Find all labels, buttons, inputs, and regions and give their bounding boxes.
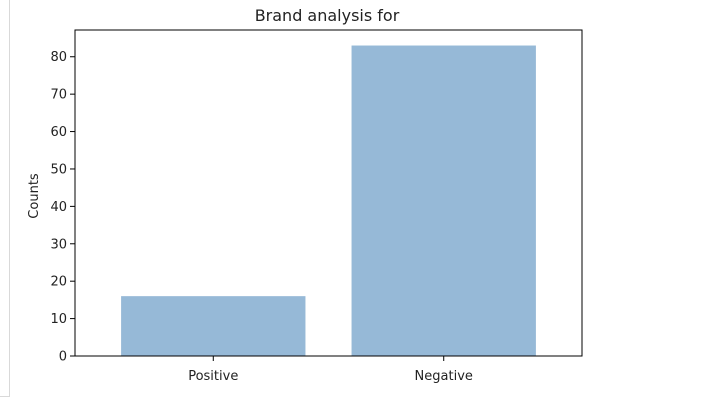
y-tick-label: 0 xyxy=(59,350,67,365)
y-tick-label: 20 xyxy=(50,275,67,290)
y-tick-label: 80 xyxy=(50,50,67,65)
notebook-cell-border-bottom xyxy=(0,396,10,397)
y-axis-title: Counts xyxy=(27,173,42,219)
y-axis-ticks: 0 10 20 30 40 50 60 70 80 xyxy=(50,50,75,365)
y-tick-label: 30 xyxy=(50,237,67,252)
y-tick-label: 60 xyxy=(50,125,67,140)
x-tick-label-negative: Negative xyxy=(415,369,473,384)
bars-layer xyxy=(121,45,536,357)
plot-area-frame xyxy=(74,29,583,357)
y-tick-label: 10 xyxy=(50,312,67,327)
chart-title: Brand analysis for xyxy=(255,6,400,25)
x-axis-ticks: Positive Negative xyxy=(188,356,473,384)
x-tick-label-positive: Positive xyxy=(188,369,238,384)
y-tick-label: 40 xyxy=(50,200,67,215)
bar-positive xyxy=(121,296,306,356)
y-tick-label: 50 xyxy=(50,162,67,177)
y-tick-label: 70 xyxy=(50,88,67,103)
bar-negative xyxy=(351,45,536,357)
notebook-cell-border xyxy=(9,0,10,396)
